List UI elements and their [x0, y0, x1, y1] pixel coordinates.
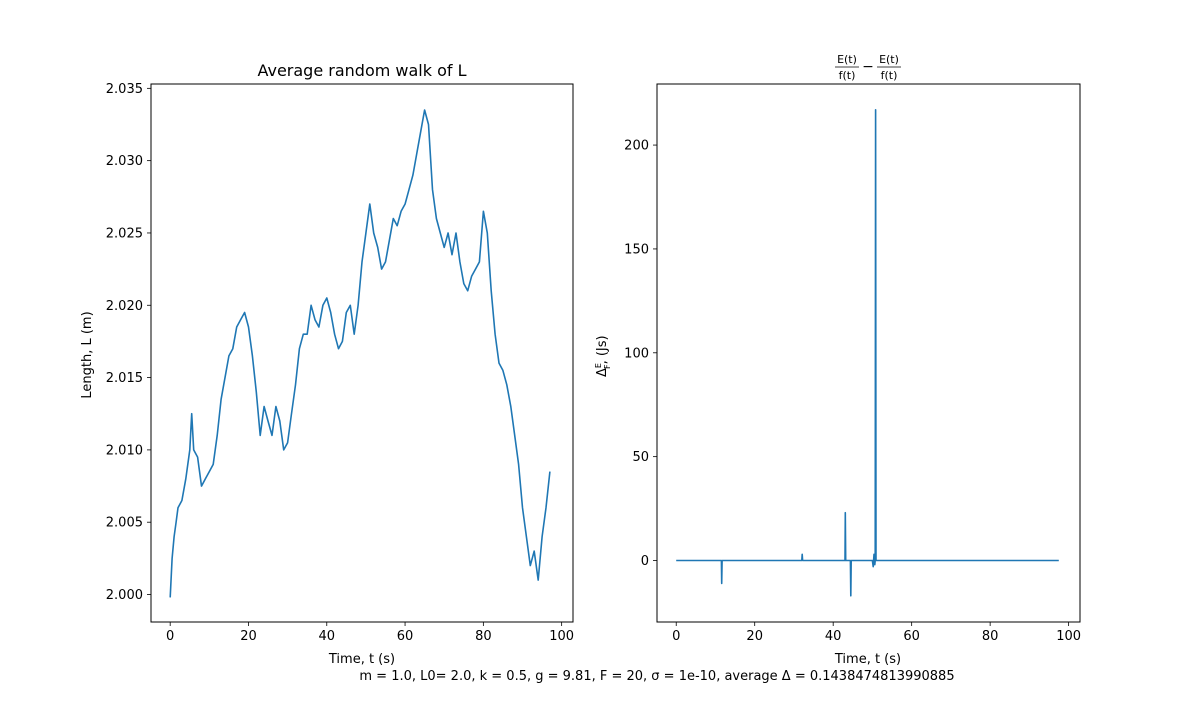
left-y-axis-label: Length, L (m)	[80, 311, 95, 398]
right-x-tick-label: 100	[1056, 629, 1081, 644]
left-x-tick-label: 60	[397, 629, 414, 644]
right-y-axis-label-sub: F	[603, 364, 612, 369]
right-title-denominator-2: f(t)	[881, 69, 898, 82]
right-title-numerator-1: E(t)	[837, 53, 857, 66]
right-series-line	[676, 109, 1059, 597]
right-title-numerator-2: E(t)	[879, 53, 899, 66]
left-plot: Average random walk of L Time, t (s) Len…	[80, 61, 574, 667]
right-x-tick-label: 40	[825, 629, 842, 644]
left-y-tick-label: 2.035	[106, 82, 143, 97]
left-plot-frame	[150, 83, 574, 623]
left-y-tick-label: 2.000	[106, 588, 143, 603]
right-title-denominator-1: f(t)	[839, 69, 856, 82]
right-y-tick-label: 50	[632, 450, 649, 465]
right-x-tick-label: 20	[746, 629, 763, 644]
right-y-tick-label: 0	[641, 554, 649, 569]
left-series-line	[169, 109, 551, 598]
right-x-tick-label: 80	[982, 629, 999, 644]
left-x-tick-label: 40	[318, 629, 335, 644]
left-x-tick-label: 20	[240, 629, 257, 644]
right-title-operator: −	[862, 59, 874, 75]
left-plot-title: Average random walk of L	[257, 61, 466, 80]
right-y-axis-label-tail: , (Js)	[595, 335, 610, 364]
right-plot-title: E(t) f(t) − E(t) f(t)	[835, 53, 901, 82]
left-x-tick-label: 0	[166, 629, 174, 644]
left-x-axis-label: Time, t (s)	[328, 652, 395, 667]
left-y-tick-label: 2.025	[106, 226, 143, 241]
right-y-axis-label-main: Δ	[595, 368, 610, 377]
left-x-tick-label: 80	[475, 629, 492, 644]
left-y-tick-label: 2.015	[106, 371, 143, 386]
right-y-axis-label-sup: E	[594, 363, 603, 368]
right-x-axis-label: Time, t (s)	[834, 652, 901, 667]
right-y-tick-label: 200	[624, 139, 649, 154]
right-x-tick-label: 0	[672, 629, 680, 644]
left-y-tick-label: 2.030	[106, 154, 143, 169]
footer-parameters: m = 1.0, L0= 2.0, k = 0.5, g = 9.81, F =…	[359, 669, 954, 684]
right-x-tick-label: 60	[903, 629, 920, 644]
right-plot: E(t) f(t) − E(t) f(t) Time, t (s) ΔEF, (…	[594, 53, 1081, 667]
left-x-tick-label: 100	[549, 629, 574, 644]
left-y-tick-label: 2.005	[106, 516, 143, 531]
left-y-tick-label: 2.010	[106, 443, 143, 458]
right-y-axis-label: ΔEF, (Js)	[594, 335, 612, 377]
left-y-tick-label: 2.020	[106, 299, 143, 314]
svg-text:ΔEF, (Js): ΔEF, (Js)	[594, 335, 612, 377]
right-y-tick-label: 150	[624, 242, 649, 257]
right-plot-frame	[656, 83, 1081, 623]
right-y-tick-label: 100	[624, 346, 649, 361]
